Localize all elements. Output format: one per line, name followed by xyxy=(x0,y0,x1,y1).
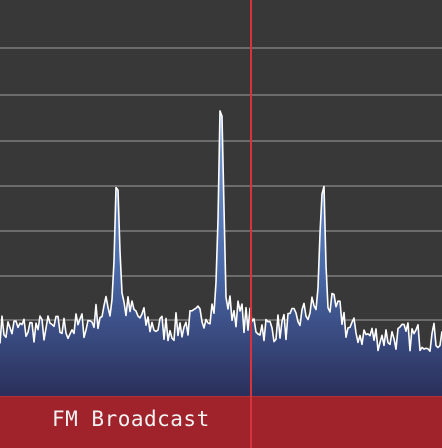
band-bar[interactable]: FM Broadcast xyxy=(0,396,442,448)
spectrum-trace xyxy=(0,110,442,352)
spectrum-fill xyxy=(0,110,442,396)
band-label: FM Broadcast xyxy=(52,407,210,431)
spectrum-display[interactable] xyxy=(0,0,442,396)
tuner-line[interactable] xyxy=(250,0,252,448)
